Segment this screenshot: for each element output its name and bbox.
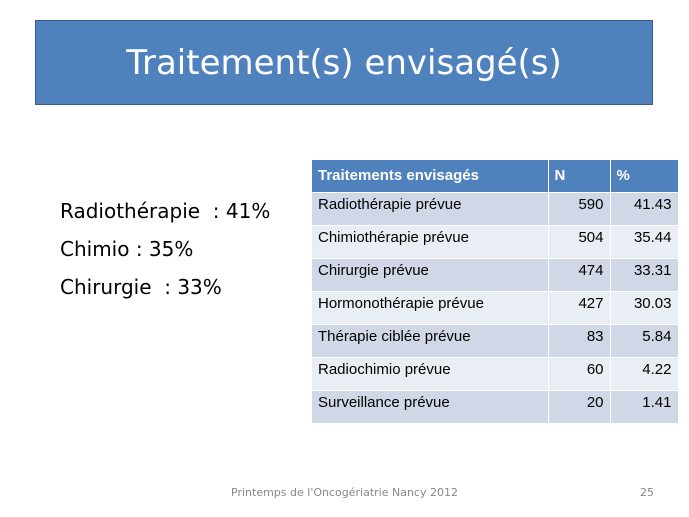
number-cell: 20	[548, 390, 611, 424]
header-row: Traitements envisagés N%	[312, 160, 679, 193]
number-cell: 35.44	[610, 225, 679, 259]
number-cell: 83	[548, 324, 611, 358]
footer: Printemps de l'Oncogériatrie Nancy 2012	[231, 486, 458, 499]
bullet: Chimio : 35%	[60, 237, 194, 261]
table-row: Thérapie ciblée prévue 83 5.84	[312, 324, 679, 358]
table-body: Radiothérapie prévue 590 41.43 Chimiothérap…	[312, 192, 679, 424]
number-cell: 427	[548, 291, 611, 325]
table-row: Radiothérapie prévue 590 41.43	[312, 192, 679, 226]
label-cell: Chimiothérapie prévue	[312, 225, 549, 259]
number-cell: 474	[548, 258, 611, 292]
treatments-table: Traitements envisagés N% Radiothérapie pr…	[312, 160, 679, 424]
number-cell: 41.43	[610, 192, 679, 226]
number-cell: 60	[548, 357, 611, 391]
bullet: Chirurgie : 33%	[60, 275, 222, 299]
label-cell: Surveillance prévue	[312, 390, 549, 424]
label-cell: Chirurgie prévue	[312, 258, 549, 292]
label-cell: Thérapie ciblée prévue	[312, 324, 549, 358]
number-cell: 590	[548, 192, 611, 226]
header-cell: Traitements envisagés	[312, 160, 549, 193]
number-cell: 4.22	[610, 357, 679, 391]
number-cell: 30.03	[610, 291, 679, 325]
bullet-list: Radiothérapie : 41% Chimio : 35% Chirurgie…	[60, 192, 270, 306]
number-cell: 504	[548, 225, 611, 259]
header-cell: %	[610, 160, 679, 193]
label-cell: Radiochimio prévue	[312, 357, 549, 391]
number-cell: 1.41	[610, 390, 679, 424]
table-row: Chirurgie prévue 474 33.31	[312, 258, 679, 292]
page-number: 25	[640, 486, 654, 499]
table-row: Chimiothérapie prévue 504 35.44	[312, 225, 679, 259]
number-cell: 33.31	[610, 258, 679, 292]
header-cell: N	[548, 160, 611, 193]
table-row: Radiochimio prévue 60 4.22	[312, 357, 679, 391]
bullet: Radiothérapie : 41%	[60, 199, 271, 223]
table-row: Surveillance prévue 20 1.41	[312, 390, 679, 424]
label-cell: Radiothérapie prévue	[312, 192, 549, 226]
table-row: Hormonothérapie prévue 427 30.03	[312, 291, 679, 325]
number-cell: 5.84	[610, 324, 679, 358]
title-box: Traitement(s) envisagé(s)	[35, 20, 653, 105]
label-cell: Hormonothérapie prévue	[312, 291, 549, 325]
title: Traitement(s) envisagé(s)	[126, 42, 562, 83]
